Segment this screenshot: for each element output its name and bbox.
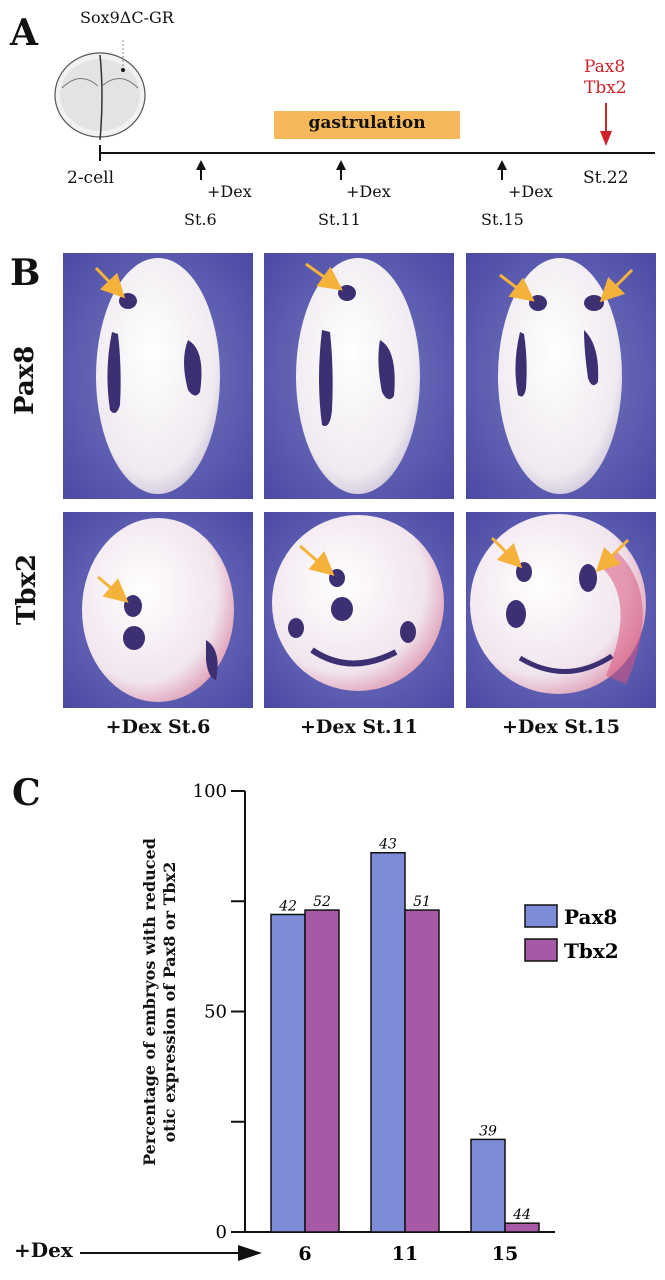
legend-swatch-tbx2 — [524, 938, 558, 962]
x-tick-label: 11 — [392, 1243, 418, 1265]
panel-b-letter: B — [10, 252, 41, 294]
bar-n-label: 51 — [413, 894, 431, 910]
treatment-label-st6: St.6 — [184, 210, 217, 229]
x-prefix-label: +Dex — [14, 1238, 73, 1262]
panel-c-letter: C — [12, 772, 41, 814]
x-tick-label: 15 — [492, 1243, 518, 1265]
dex-arrow-st15 — [497, 160, 507, 180]
end-stage-label: St.22 — [583, 168, 629, 188]
dex-label-st11: +Dex — [346, 182, 391, 201]
gastrulation-bar — [274, 111, 460, 139]
gastrulation-label: gastrulation — [308, 113, 426, 133]
bar-n-label: 52 — [313, 894, 331, 910]
legend-label-tbx2: Tbx2 — [564, 939, 619, 963]
construct-label: Sox9ΔC-GR — [80, 8, 174, 27]
dex-label-st15: +Dex — [508, 182, 553, 201]
y-tick-label: 0 — [216, 1222, 227, 1243]
start-stage-label: 2-cell — [67, 168, 115, 188]
bar-n-label: 43 — [378, 837, 397, 853]
column-label-st15: +Dex St.15 — [502, 716, 620, 738]
marker-analysis-arrow — [600, 103, 612, 146]
column-label-st6: +Dex St.6 — [105, 716, 211, 738]
in-situ-photos — [63, 253, 656, 708]
photo-pax8-st6 — [63, 253, 253, 499]
bar-pax8-6 — [270, 913, 306, 1233]
bar-n-label: 44 — [512, 1207, 531, 1223]
bar-tbx2-15 — [504, 1222, 540, 1233]
y-tick-label: 100 — [193, 781, 227, 802]
photo-tbx2-st6 — [63, 512, 253, 708]
dex-label-st6: +Dex — [207, 182, 252, 201]
column-label-st11: +Dex St.11 — [300, 716, 418, 738]
legend-swatch-pax8 — [524, 904, 558, 928]
bar-tbx2-6 — [304, 909, 340, 1233]
marker-label-pax8: Pax8 — [584, 57, 626, 77]
y-tick-label: 50 — [204, 1002, 227, 1023]
panel-a-letter: A — [10, 12, 38, 54]
treatment-label-st11: St.11 — [318, 210, 361, 229]
dex-arrow-st6 — [196, 160, 206, 180]
dex-arrow-st11 — [336, 160, 346, 180]
bar-n-label: 39 — [479, 1123, 497, 1139]
photo-tbx2-st11 — [264, 512, 454, 708]
treatment-label-st15: St.15 — [481, 210, 524, 229]
bar-n-label: 42 — [278, 898, 297, 914]
x-tick-label: 6 — [298, 1243, 311, 1265]
photo-pax8-st11 — [264, 253, 454, 499]
bar-tbx2-11 — [404, 909, 440, 1233]
panel-a-timeline — [54, 40, 655, 180]
legend-label-pax8: Pax8 — [564, 905, 617, 929]
marker-label-tbx2: Tbx2 — [584, 78, 627, 98]
two-cell-embryo-drawing — [54, 52, 146, 141]
bar-pax8-11 — [370, 851, 406, 1233]
bar-pax8-15 — [470, 1138, 506, 1233]
photo-tbx2-st15 — [466, 512, 656, 708]
photo-pax8-st15 — [466, 253, 656, 499]
